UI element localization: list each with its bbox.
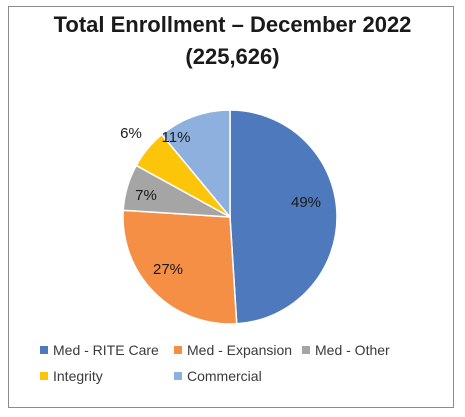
legend-label: Commercial <box>187 368 262 384</box>
legend-swatch <box>174 372 182 380</box>
legend-swatch <box>40 372 48 380</box>
data-label: 7% <box>135 187 157 204</box>
legend-swatch <box>302 346 310 354</box>
data-label: 27% <box>153 261 183 278</box>
legend-item-med-other: Med - Other <box>302 342 390 358</box>
legend-swatch <box>40 346 48 354</box>
legend-swatch <box>174 346 182 354</box>
pie-slice-med-expansion <box>122 209 238 325</box>
pie-slice-med-rite-care <box>229 109 338 325</box>
pie-slice-commercial <box>160 109 231 220</box>
chart-subtitle: (225,626) <box>185 44 280 69</box>
legend-item-integrity: Integrity <box>40 368 103 384</box>
legend-item-commercial: Commercial <box>174 368 262 384</box>
data-label: 49% <box>291 194 321 211</box>
legend-item-med-expansion: Med - Expansion <box>174 342 292 358</box>
legend-item-med-rite-care: Med - RITE Care <box>40 342 159 358</box>
legend-label: Med - RITE Care <box>53 342 159 358</box>
legend-label: Med - Other <box>315 342 390 358</box>
chart-title: Total Enrollment – December 2022 <box>53 12 412 37</box>
data-label: 11% <box>162 129 191 146</box>
legend-label: Integrity <box>53 368 103 384</box>
legend-label: Med - Expansion <box>187 342 293 358</box>
data-label: 6% <box>120 125 142 142</box>
